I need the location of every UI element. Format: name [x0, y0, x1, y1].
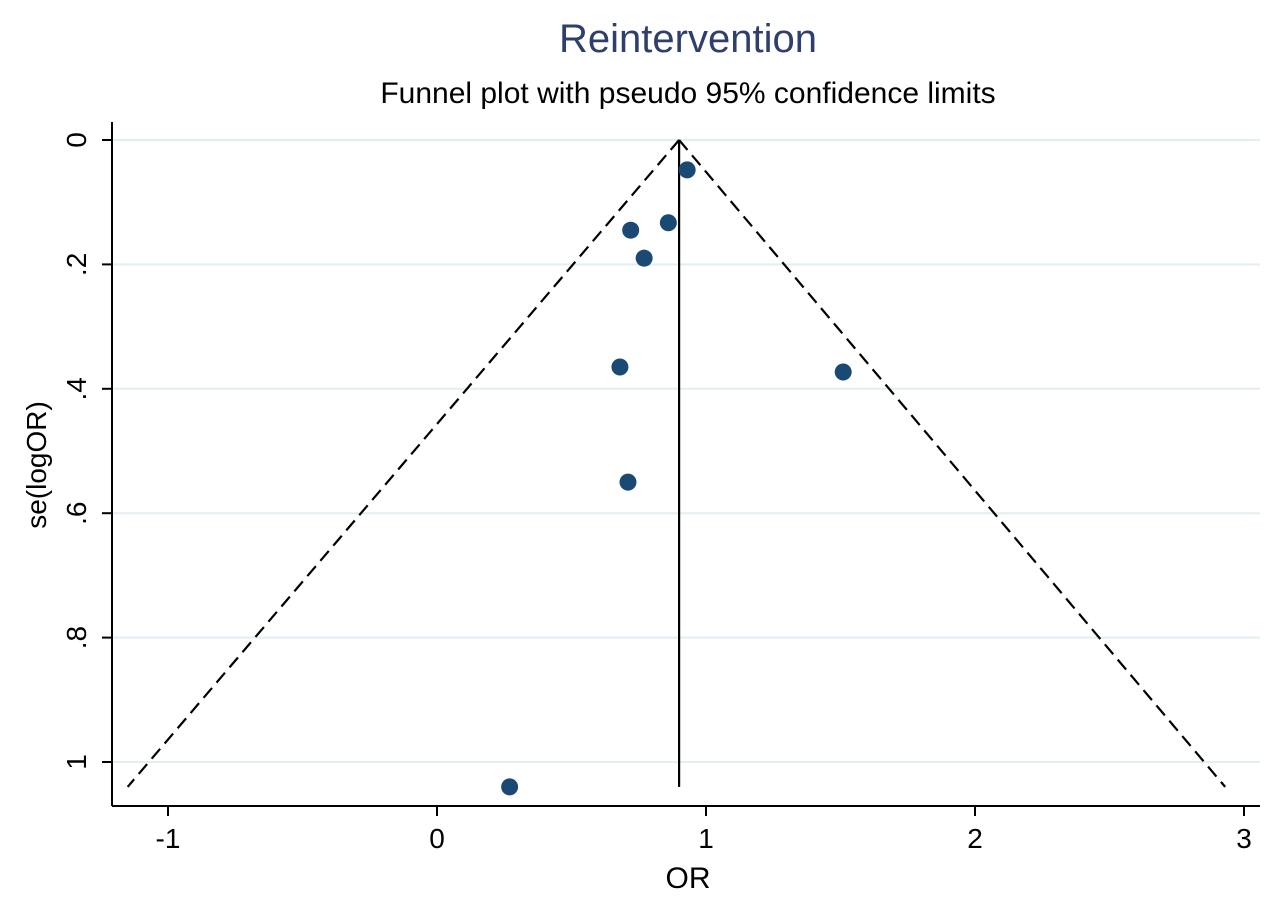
y-tick-label: .8 [61, 626, 92, 649]
x-axis-label: OR [666, 862, 711, 895]
study-point [834, 363, 852, 381]
y-tick-label: .2 [61, 253, 92, 276]
study-point [659, 214, 677, 232]
x-tick-label: 3 [1236, 823, 1252, 854]
study-point [622, 221, 640, 239]
funnel-confidence-limits [126, 139, 1227, 788]
x-tick-label: 2 [967, 823, 983, 854]
y-tick-label: .4 [61, 377, 92, 400]
chart-title: Reintervention [559, 17, 817, 61]
study-point [619, 473, 637, 491]
x-tick-label: 0 [429, 823, 445, 854]
x-tick-label: 1 [698, 823, 714, 854]
lower-confidence-limit [126, 139, 680, 788]
y-tick-label: 1 [61, 754, 92, 770]
study-point [678, 161, 696, 179]
study-point [635, 249, 653, 267]
study-point [611, 358, 629, 376]
study-point [501, 778, 519, 796]
y-tick-label: .6 [61, 502, 92, 525]
y-tick-label: 0 [61, 132, 92, 148]
study-points [501, 161, 852, 796]
axes: 0 .2 .4 .6 .8 1 -1 0 1 2 3 [61, 122, 1260, 854]
gridlines [112, 139, 1260, 763]
chart-subtitle: Funnel plot with pseudo 95% confidence l… [380, 77, 995, 110]
x-tick-label: -1 [156, 823, 181, 854]
y-axis-label: se(logOR) [21, 401, 52, 529]
upper-confidence-limit [678, 139, 1227, 788]
